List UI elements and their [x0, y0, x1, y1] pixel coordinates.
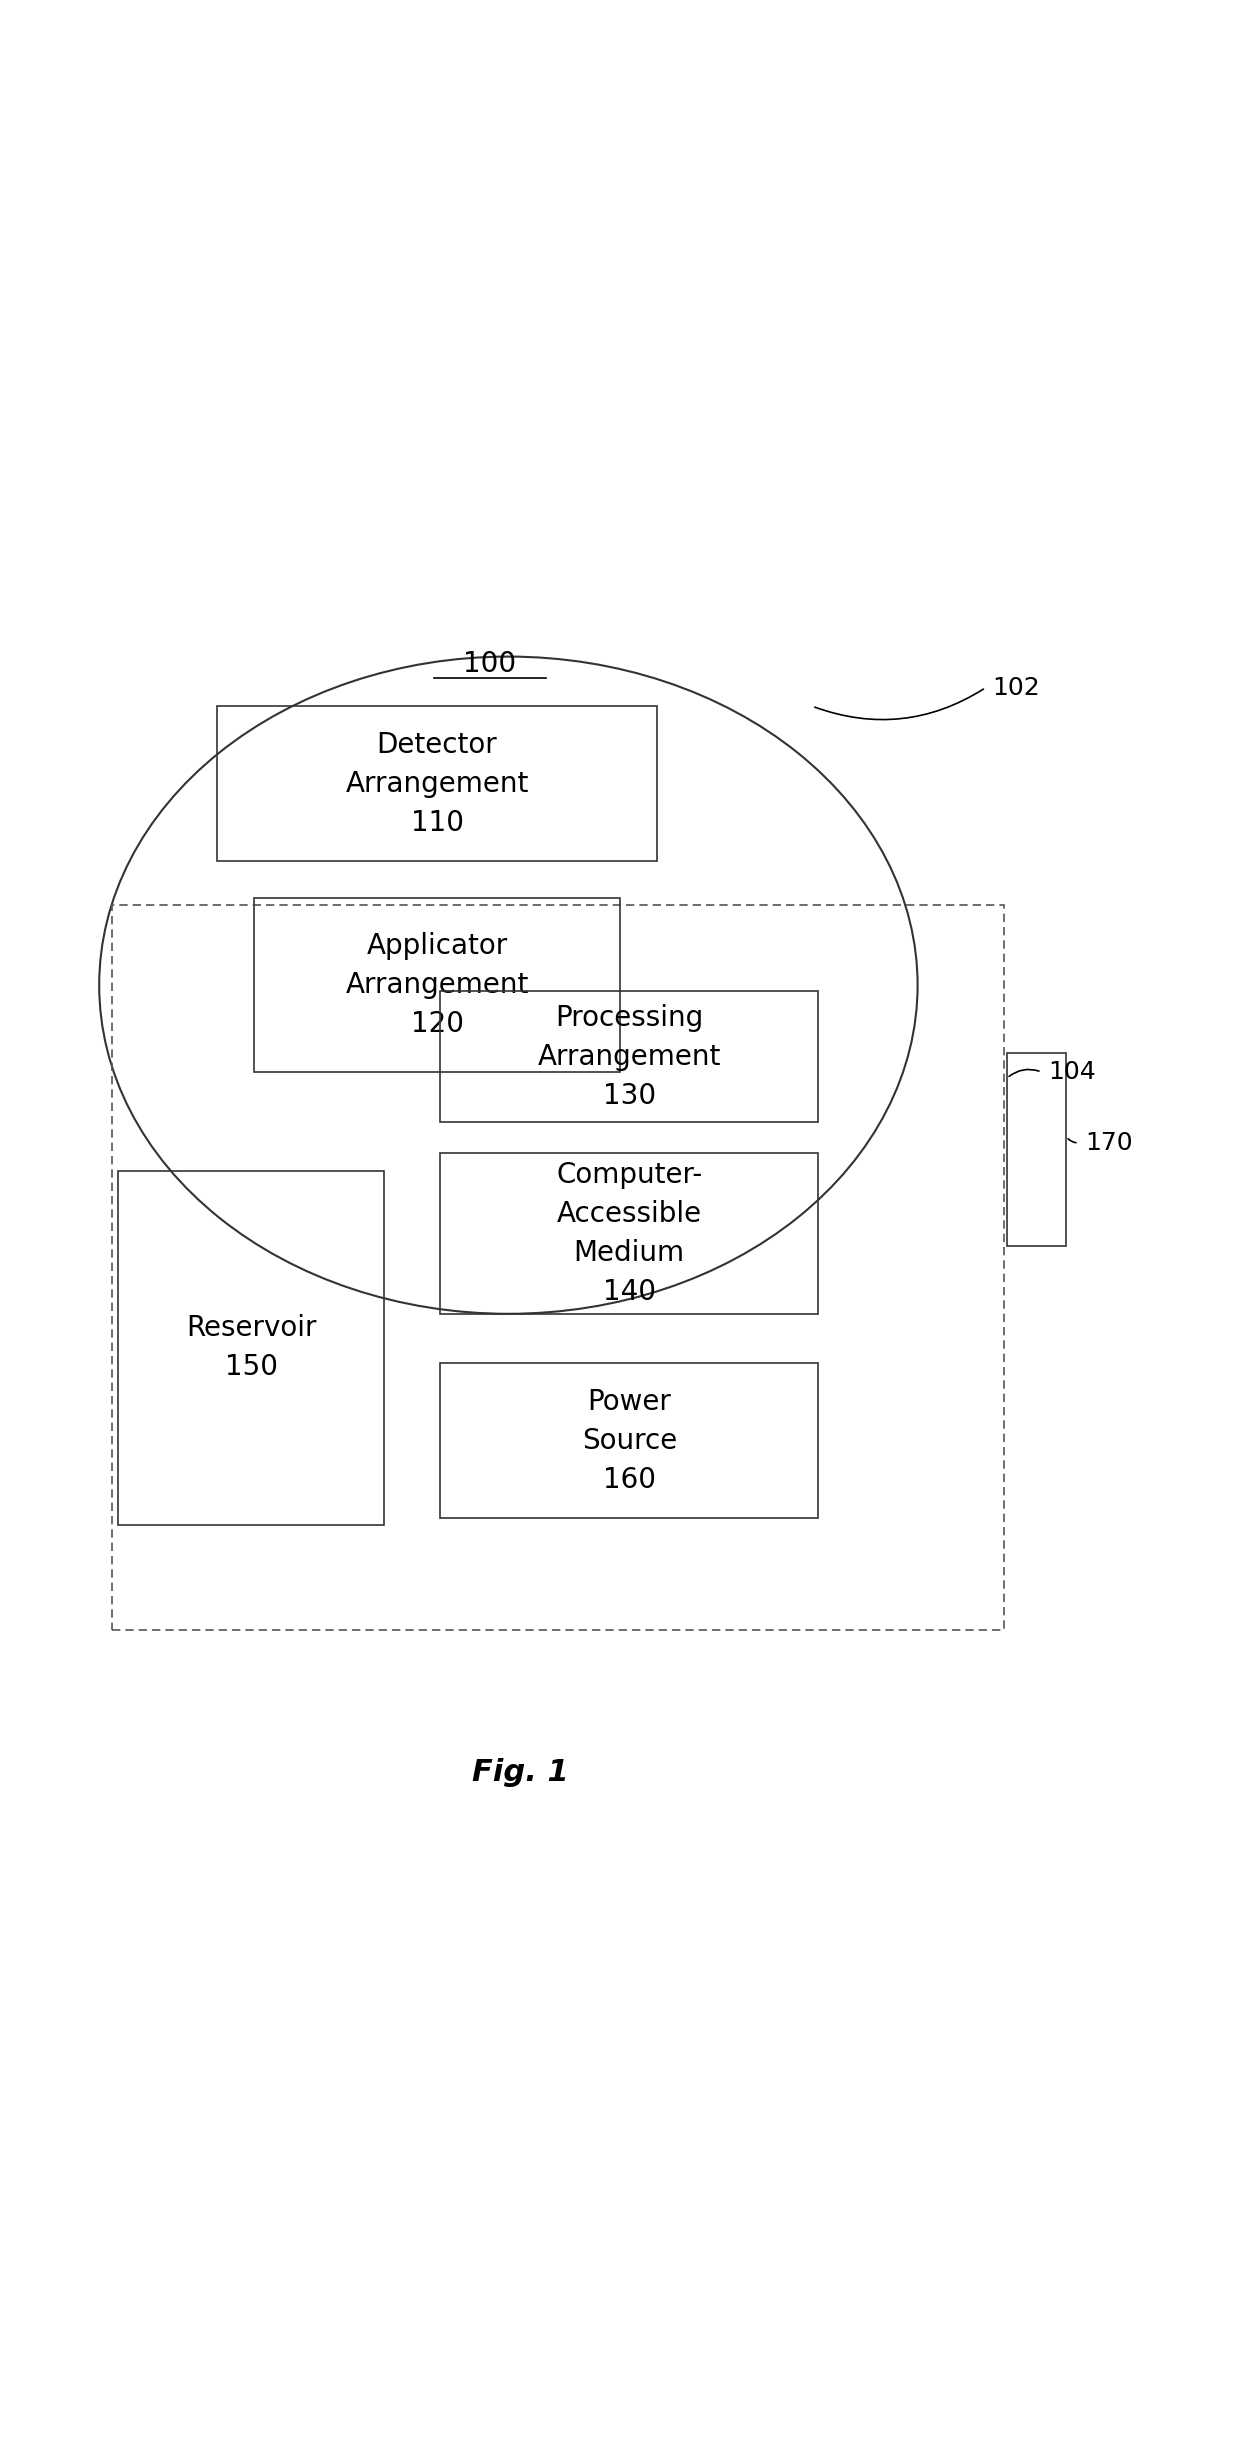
Text: Reservoir
150: Reservoir 150 [186, 1315, 316, 1382]
Text: 102: 102 [992, 675, 1040, 699]
Text: Detector
Arrangement
110: Detector Arrangement 110 [346, 731, 528, 837]
Text: Applicator
Arrangement
120: Applicator Arrangement 120 [346, 933, 528, 1038]
Text: Power
Source
160: Power Source 160 [582, 1389, 677, 1494]
Text: 104: 104 [1048, 1060, 1096, 1085]
Text: Processing
Arrangement
130: Processing Arrangement 130 [538, 1004, 720, 1109]
Text: 100: 100 [464, 650, 516, 677]
Text: Fig. 1: Fig. 1 [472, 1757, 569, 1787]
Text: Computer-
Accessible
Medium
140: Computer- Accessible Medium 140 [557, 1161, 702, 1306]
Text: 170: 170 [1085, 1131, 1132, 1156]
